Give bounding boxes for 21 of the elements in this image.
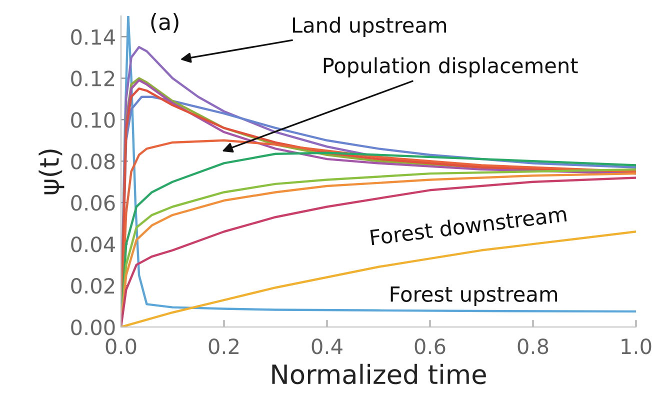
y-tick-label: 0.08	[71, 154, 115, 170]
y-tick-label: 0.04	[71, 236, 115, 252]
annotation: Population displacement	[324, 57, 578, 78]
y-tick-label: 0.02	[71, 278, 114, 294]
y-axis-title: ψ(t)	[38, 150, 64, 194]
annotation: Land upstream	[292, 16, 446, 37]
annotation: (a)	[151, 13, 178, 33]
annotation: Forest upstream	[390, 286, 557, 306]
x-tick-label: 0.6	[414, 338, 446, 354]
y-tick-label: 0.06	[71, 195, 115, 211]
x-tick-label: 1.0	[622, 338, 652, 354]
x-tick-label: 0.4	[312, 338, 342, 354]
y-tick-label: 0.10	[71, 112, 115, 128]
x-tick-label: 0.0	[106, 338, 136, 354]
y-tick-label: 0.00	[71, 319, 115, 336]
x-tick-label: 0.2	[208, 338, 238, 354]
y-tick-label: 0.14	[71, 29, 115, 45]
x-tick-label: 0.8	[518, 338, 548, 354]
annotation: Forest downstream	[370, 206, 567, 246]
y-tick-label: 0.12	[71, 70, 114, 86]
x-axis-title: Normalized time	[272, 364, 486, 384]
